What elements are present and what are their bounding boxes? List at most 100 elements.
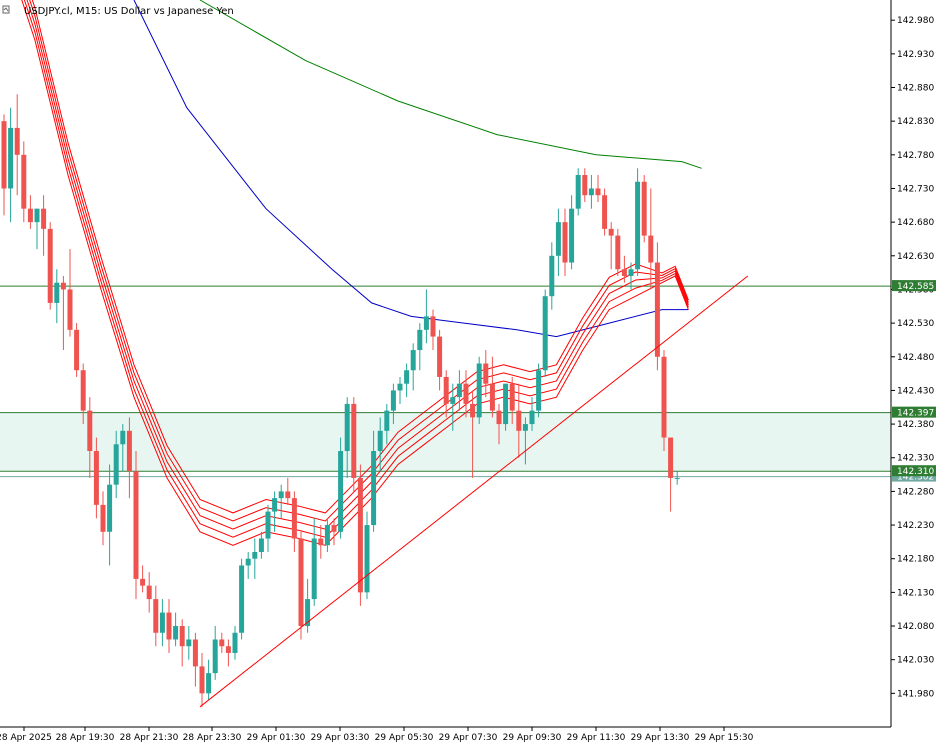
y-tick-label-17: 142.130 [897, 588, 934, 598]
candle-body-31 [206, 673, 212, 694]
candle-body-12 [80, 370, 86, 411]
candle-body-60 [397, 383, 403, 391]
candle-body-29 [192, 639, 198, 667]
x-tick-label-8: 29 Apr 09:30 [503, 733, 562, 743]
ribbon-line-1 [23, 0, 689, 538]
candle-body-7 [47, 228, 53, 303]
candle-body-38 [252, 551, 258, 559]
candle-body-3 [21, 154, 27, 209]
candle-body-5 [34, 208, 40, 223]
candle-body-46 [305, 599, 311, 627]
candle-body-23 [153, 599, 159, 633]
candle-body-98 [648, 235, 654, 263]
overlays [199, 275, 749, 708]
candle-body-70 [463, 383, 469, 404]
ribbon-line-2 [26, 0, 689, 530]
y-tick-label-0: 142.980 [897, 16, 934, 26]
level-tag-0: 142.585 [897, 282, 934, 292]
x-tick-label-2: 28 Apr 21:30 [120, 733, 179, 743]
candle-body-67 [443, 376, 449, 404]
candle-body-35 [232, 632, 238, 653]
candle-body-51 [338, 451, 344, 532]
candle-body-22 [146, 585, 152, 600]
candle-body-92 [608, 228, 614, 236]
y-tick-label-3: 142.830 [897, 117, 934, 127]
zone-rect [0, 412, 891, 472]
candle-body-81 [536, 370, 542, 411]
candle-body-28 [186, 639, 192, 647]
candle-body-1 [8, 127, 14, 189]
candle-body-39 [258, 538, 264, 552]
candle-body-101 [668, 437, 674, 478]
candle-body-32 [212, 639, 218, 674]
y-tick-label-6: 142.680 [897, 218, 934, 228]
candle-body-96 [635, 181, 641, 270]
candle-body-75 [496, 410, 502, 425]
ma-blue-line [133, 0, 689, 338]
candle-body-63 [417, 329, 423, 351]
candle-body-47 [311, 538, 317, 600]
candle-body-10 [67, 289, 73, 330]
y-tick-label-5: 142.730 [897, 184, 934, 194]
candle-body-21 [140, 578, 146, 586]
candle-body-15 [100, 504, 106, 532]
symbol-icon [2, 5, 10, 14]
candle-body-57 [377, 430, 383, 452]
candle-body-53 [351, 403, 357, 478]
candle-body-77 [509, 383, 515, 411]
symbol-label: USDJPY.cl, M15: [24, 6, 101, 17]
ribbon-line-3 [29, 0, 689, 522]
support-zone [0, 285, 891, 478]
candle-body-59 [390, 390, 396, 411]
y-tick-label-2: 142.880 [897, 84, 934, 94]
candle-body-102 [674, 477, 680, 479]
candle-body-91 [602, 195, 608, 229]
x-tick-label-1: 28 Apr 19:30 [56, 733, 115, 743]
candle-body-95 [628, 269, 634, 276]
candle-body-49 [324, 525, 330, 546]
candle-body-20 [133, 471, 139, 579]
candle-body-9 [60, 282, 66, 290]
candle-body-25 [166, 612, 172, 640]
bid-price-tag: 142.302 [897, 473, 934, 483]
candle-body-71 [470, 403, 476, 418]
y-tick-label-19: 142.030 [897, 656, 934, 666]
y-tick-label-1: 142.930 [897, 50, 934, 60]
candle-body-62 [410, 350, 416, 371]
candle-body-4 [27, 208, 33, 223]
candle-body-88 [582, 175, 588, 196]
y-tick-label-12: 142.380 [897, 420, 934, 430]
candle-body-65 [430, 316, 436, 337]
candle-body-27 [179, 626, 185, 647]
y-tick-label-9: 142.530 [897, 319, 934, 329]
candle-body-44 [291, 498, 297, 539]
candles [1, 94, 680, 707]
moving-averages [21, 0, 702, 546]
level-tag-1-bg [892, 406, 936, 418]
x-tick-label-7: 29 Apr 07:30 [439, 733, 498, 743]
candle-body-84 [555, 222, 561, 256]
candle-body-78 [516, 410, 522, 431]
x-tick-label-11: 29 Apr 15:30 [695, 733, 754, 743]
candle-body-83 [549, 255, 555, 297]
candle-body-99 [654, 262, 660, 357]
candle-body-87 [575, 175, 581, 209]
x-tick-label-6: 29 Apr 05:30 [375, 733, 434, 743]
candle-body-24 [159, 612, 165, 633]
x-tick-label-4: 29 Apr 01:30 [247, 733, 306, 743]
candle-body-69 [456, 383, 462, 398]
candle-body-97 [641, 181, 647, 236]
x-tick-label-10: 29 Apr 13:30 [631, 733, 690, 743]
level-tag-2: 142.310 [897, 467, 934, 477]
candle-body-82 [542, 296, 548, 371]
candle-body-42 [278, 491, 284, 499]
candle-body-90 [595, 188, 601, 196]
level-tag-1: 142.397 [897, 409, 934, 419]
candle-body-94 [621, 269, 627, 276]
candle-body-100 [661, 356, 667, 438]
candle-body-34 [225, 646, 231, 653]
candle-body-36 [239, 565, 245, 633]
candle-body-54 [357, 477, 363, 593]
